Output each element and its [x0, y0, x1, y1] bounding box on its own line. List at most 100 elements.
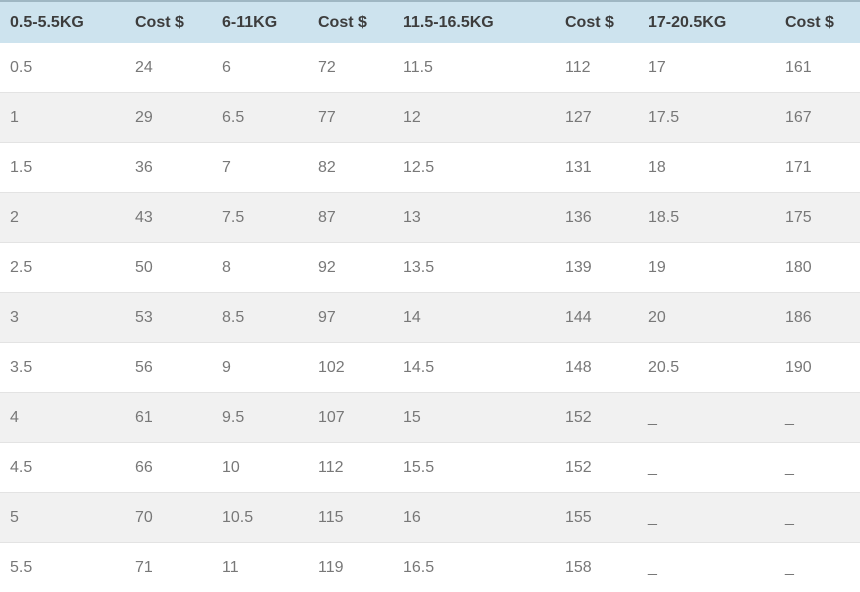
table-cell: 115: [308, 493, 393, 543]
table-cell: 171: [775, 143, 860, 193]
table-cell: 9.5: [212, 393, 308, 443]
table-cell: 97: [308, 293, 393, 343]
table-cell: 1: [0, 93, 125, 143]
table-cell: 20: [638, 293, 775, 343]
table-cell: 92: [308, 243, 393, 293]
table-cell: 16: [393, 493, 555, 543]
table-cell: 9: [212, 343, 308, 393]
table-cell: 77: [308, 93, 393, 143]
header-cell: 6-11KG: [212, 1, 308, 43]
table-cell: 20.5: [638, 343, 775, 393]
table-cell: 112: [308, 443, 393, 493]
table-cell: 7.5: [212, 193, 308, 243]
header-cell: Cost $: [308, 1, 393, 43]
table-cell: 36: [125, 143, 212, 193]
table-cell: 14: [393, 293, 555, 343]
table-cell: 1.5: [0, 143, 125, 193]
header-cell: 17-20.5KG: [638, 1, 775, 43]
table-cell: 0.5: [0, 43, 125, 93]
table-cell: 14.5: [393, 343, 555, 393]
table-cell: 112: [555, 43, 638, 93]
table-cell: 70: [125, 493, 212, 543]
table-cell: 161: [775, 43, 860, 93]
table-cell: 152: [555, 443, 638, 493]
table-cell: _: [638, 443, 775, 493]
table-cell: 6: [212, 43, 308, 93]
table-cell: _: [638, 393, 775, 443]
table-cell: 66: [125, 443, 212, 493]
table-cell: 15: [393, 393, 555, 443]
table-cell: 50: [125, 243, 212, 293]
table-cell: 4.5: [0, 443, 125, 493]
table-cell: 3: [0, 293, 125, 343]
header-cell: Cost $: [775, 1, 860, 43]
table-cell: 8: [212, 243, 308, 293]
table-cell: 148: [555, 343, 638, 393]
table-cell: 144: [555, 293, 638, 343]
table-cell: 11.5: [393, 43, 555, 93]
header-cell: 0.5-5.5KG: [0, 1, 125, 43]
table-cell: 8.5: [212, 293, 308, 343]
table-cell: 3.5: [0, 343, 125, 393]
header-cell: Cost $: [555, 1, 638, 43]
table-cell: _: [775, 493, 860, 543]
table-cell: _: [775, 443, 860, 493]
table-cell: 190: [775, 343, 860, 393]
table-cell: 10: [212, 443, 308, 493]
table-cell: 107: [308, 393, 393, 443]
table-cell: 12.5: [393, 143, 555, 193]
table-cell: 17: [638, 43, 775, 93]
table-cell: 82: [308, 143, 393, 193]
table-cell: 175: [775, 193, 860, 243]
table-cell: 4: [0, 393, 125, 443]
table-cell: 6.5: [212, 93, 308, 143]
table-cell: 53: [125, 293, 212, 343]
header-cell: Cost $: [125, 1, 212, 43]
table-cell: 72: [308, 43, 393, 93]
table-cell: _: [638, 493, 775, 543]
table-cell: 43: [125, 193, 212, 243]
table-cell: 155: [555, 493, 638, 543]
table-cell: 5: [0, 493, 125, 543]
table-cell: 17.5: [638, 93, 775, 143]
table-cell: 7: [212, 143, 308, 193]
table-cell: 56: [125, 343, 212, 393]
table-cell: 2.5: [0, 243, 125, 293]
table-cell: 136: [555, 193, 638, 243]
table-cell: 127: [555, 93, 638, 143]
table-cell: 18.5: [638, 193, 775, 243]
table-cell: _: [775, 393, 860, 443]
table-cell: 186: [775, 293, 860, 343]
table-cell: 102: [308, 343, 393, 393]
table-cell: 180: [775, 243, 860, 293]
table-cell: 29: [125, 93, 212, 143]
table-cell: 15.5: [393, 443, 555, 493]
table-cell: 18: [638, 143, 775, 193]
table-cell: 12: [393, 93, 555, 143]
table-cell: 13: [393, 193, 555, 243]
table-cell: 19: [638, 243, 775, 293]
table-cell: 167: [775, 93, 860, 143]
table-cell: 2: [0, 193, 125, 243]
table-cell: 139: [555, 243, 638, 293]
table-cell: 131: [555, 143, 638, 193]
table-cell: 10.5: [212, 493, 308, 543]
table-cell: 13.5: [393, 243, 555, 293]
header-cell: 11.5-16.5KG: [393, 1, 555, 43]
table-cell: 24: [125, 43, 212, 93]
table-cell: 87: [308, 193, 393, 243]
